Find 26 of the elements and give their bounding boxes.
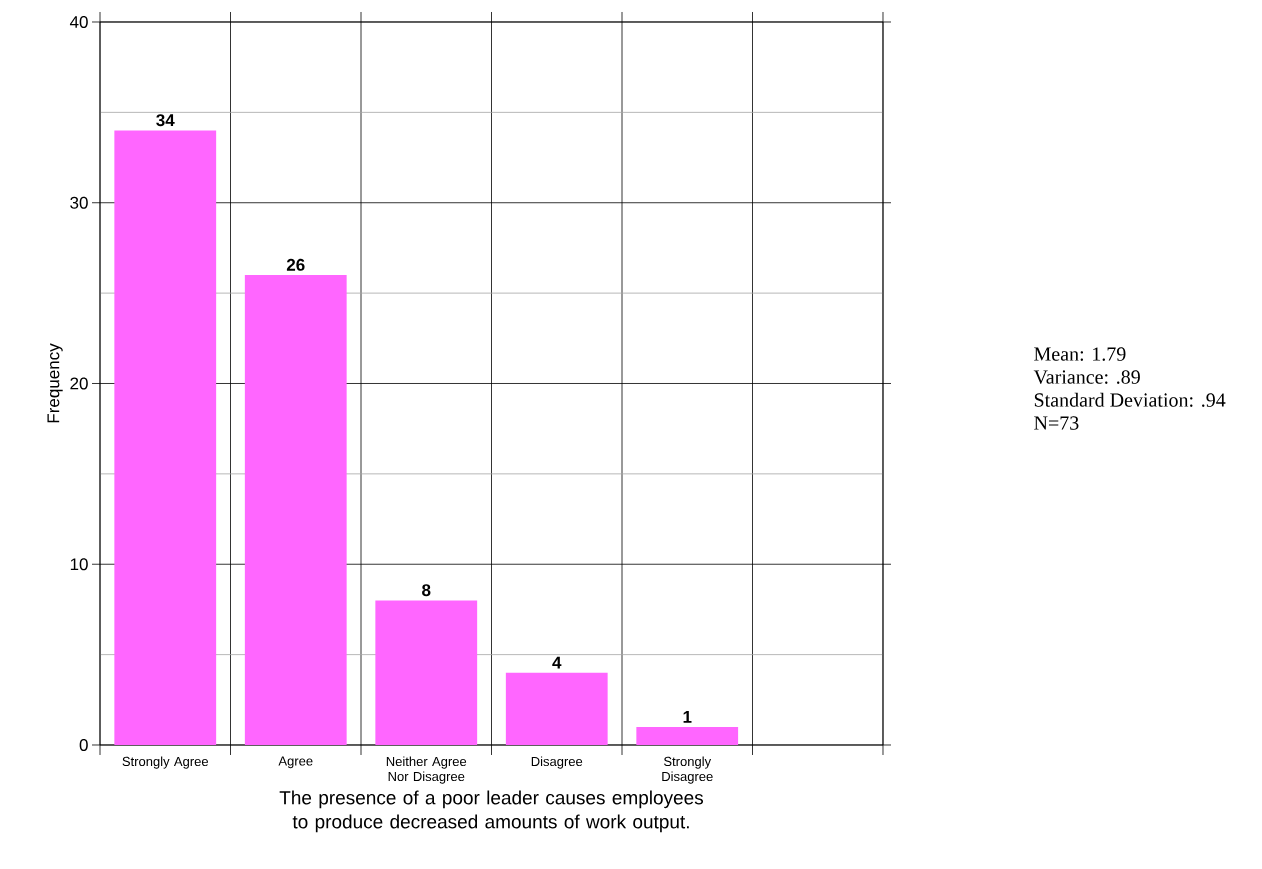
data-label: 4 [552,656,562,669]
y-axis-title: Frequency [47,343,63,423]
bar [114,130,217,745]
x-tick-label: Agree [278,756,313,769]
y-tick-label: 20 [70,377,88,390]
y-tick-label: 40 [69,15,88,29]
text: Variance: .89 [1033,370,1140,384]
bar [636,726,739,745]
data-label: 1 [683,711,692,723]
y-tick-label: 0 [79,738,88,752]
data-label: 8 [422,584,431,597]
y-tick-label: 30 [70,196,88,209]
y-tick-label: 10 [70,558,88,571]
x-tick-label: Neither Agree Nor Disagree [386,756,467,784]
x-axis-title: The presence of a poor leader causes employees to produce decreased amounts of work output. [279,790,704,833]
data-label: 26 [286,258,305,271]
bar [505,672,608,745]
x-tick-label: Strongly Disagree [662,756,713,784]
x-tick-label: Disagree [531,756,583,769]
bar [375,600,478,745]
text: N=73 [1034,416,1079,430]
text: Mean: 1.79 [1034,347,1126,361]
x-tick-label: Strongly Agree [122,756,209,769]
bar [244,275,347,745]
text: Standard Deviation: .94 [1034,392,1226,407]
data-label: 34 [156,114,175,127]
